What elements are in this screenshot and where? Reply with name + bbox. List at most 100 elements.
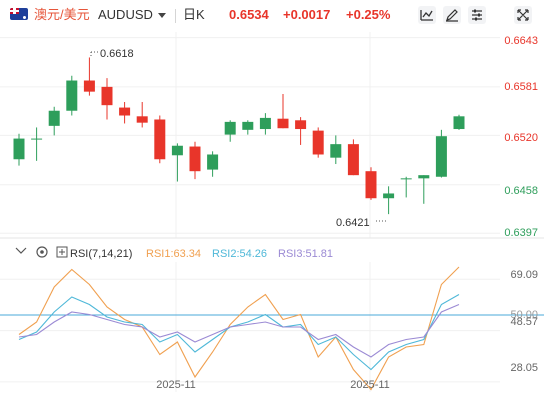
rsi2-line	[18, 294, 460, 371]
candle[interactable]	[66, 75, 78, 116]
quote-header: 澳元/美元 AUDUSD 日K 0.6534 +0.0017 +0.25%	[0, 0, 544, 30]
candle-body	[224, 121, 236, 135]
divider	[175, 9, 176, 23]
candle[interactable]	[295, 117, 307, 145]
period-selector[interactable]: 日K	[183, 7, 205, 22]
last-price: 0.6534	[229, 7, 269, 22]
candle-body	[295, 120, 307, 130]
main-y-axis: 0.6643 0.6581 0.6520 0.6458 0.6397	[504, 35, 538, 239]
candle[interactable]	[365, 167, 377, 200]
candle[interactable]	[171, 143, 183, 182]
pair-dropdown-icon[interactable]	[158, 13, 166, 18]
pair-code[interactable]: AUDUSD	[98, 7, 153, 22]
rsi-tick-label: 28.05	[510, 362, 538, 374]
y-tick-label: 0.6581	[504, 81, 538, 93]
x-axis: 2025-11 2025-11	[156, 379, 390, 391]
candlestick-series	[13, 57, 465, 215]
candle[interactable]	[312, 127, 324, 158]
high-price-label: 0.6618	[100, 48, 134, 60]
rsi-tick-label: 48.57	[510, 316, 538, 328]
candle[interactable]	[259, 113, 271, 135]
candle[interactable]	[207, 151, 219, 177]
x-tick-label: 2025-11	[156, 379, 196, 391]
candle[interactable]	[136, 101, 148, 128]
rsi3-line	[18, 303, 460, 358]
rsi-series	[18, 266, 460, 391]
y-tick-label: 0.6520	[504, 132, 538, 144]
line-chart-icon[interactable]	[418, 6, 436, 24]
settings-icon[interactable]	[468, 6, 486, 24]
candle-body	[400, 178, 412, 180]
candle-body	[48, 110, 60, 126]
candle-body	[365, 171, 377, 199]
y-tick-label: 0.6643	[504, 35, 538, 47]
candle[interactable]	[48, 106, 60, 136]
x-tick-label: 2025-11	[350, 379, 390, 391]
candle[interactable]	[435, 129, 447, 178]
candle[interactable]	[189, 141, 201, 180]
candle-body	[435, 136, 447, 177]
candle-body	[330, 144, 342, 158]
rsi1-line	[18, 266, 460, 391]
rsi-tick-label: 50.00	[510, 309, 538, 321]
candle-body	[347, 144, 359, 176]
candle-body	[453, 116, 465, 130]
candle-body	[383, 193, 395, 199]
main-grid	[0, 32, 500, 238]
candle[interactable]	[383, 186, 395, 215]
candle[interactable]	[242, 120, 254, 135]
candle-body	[136, 116, 148, 123]
rsi-grid	[0, 262, 500, 392]
candle-body	[189, 146, 201, 172]
candle-body	[154, 119, 166, 160]
candle[interactable]	[119, 101, 131, 124]
candle[interactable]	[83, 57, 95, 96]
low-price-label: 0.6421	[336, 217, 370, 229]
y-tick-label: 0.6458	[504, 185, 538, 197]
rsi3-value: RSI3:51.81	[278, 248, 333, 260]
price-change: +0.0017	[283, 7, 331, 22]
rsi-y-axis: 69.09 50.00 48.57 28.05	[510, 269, 538, 374]
candle-body	[207, 154, 219, 170]
y-tick-label: 0.6397	[504, 227, 538, 239]
pair-name-cn[interactable]: 澳元/美元	[34, 7, 90, 22]
candle[interactable]	[453, 114, 465, 130]
candle-body	[13, 138, 25, 160]
candle-body	[31, 138, 43, 140]
australia-flag-icon	[10, 8, 28, 20]
fullscreen-icon[interactable]	[514, 6, 532, 24]
edit-icon[interactable]	[443, 6, 461, 24]
low-annotation: 0.6421	[336, 217, 388, 229]
collapse-icon[interactable]	[15, 247, 27, 254]
candle[interactable]	[330, 135, 342, 165]
candle[interactable]	[418, 175, 430, 204]
candle[interactable]	[400, 176, 412, 198]
candle[interactable]	[101, 78, 113, 120]
settings-icon[interactable]	[36, 246, 48, 258]
candle[interactable]	[277, 94, 289, 129]
price-change-percent: +0.25%	[346, 7, 391, 22]
candle[interactable]	[224, 120, 236, 142]
candle-body	[312, 130, 324, 155]
candle-body	[66, 80, 78, 111]
add-icon[interactable]	[56, 246, 68, 258]
rsi1-value: RSI1:63.34	[146, 248, 201, 260]
rsi-tick-label: 69.09	[510, 269, 538, 281]
candle-body	[119, 107, 131, 116]
candle[interactable]	[31, 127, 43, 161]
rsi-indicator-label[interactable]: RSI(7,14,21)	[70, 248, 132, 260]
candle-body	[101, 86, 113, 106]
candle[interactable]	[13, 133, 25, 166]
candle-body	[277, 118, 289, 129]
candle-body	[418, 175, 430, 179]
candle-body	[242, 121, 254, 130]
rsi-legend: RSI(7,14,21) RSI1:63.34 RSI2:54.26 RSI3:…	[15, 246, 333, 260]
candle[interactable]	[154, 115, 166, 164]
candle-body	[83, 80, 95, 92]
candle[interactable]	[347, 139, 359, 176]
rsi2-value: RSI2:54.26	[212, 248, 267, 260]
candle-body	[171, 145, 183, 156]
candle-body	[259, 117, 271, 130]
high-annotation: 0.6618	[90, 48, 134, 60]
